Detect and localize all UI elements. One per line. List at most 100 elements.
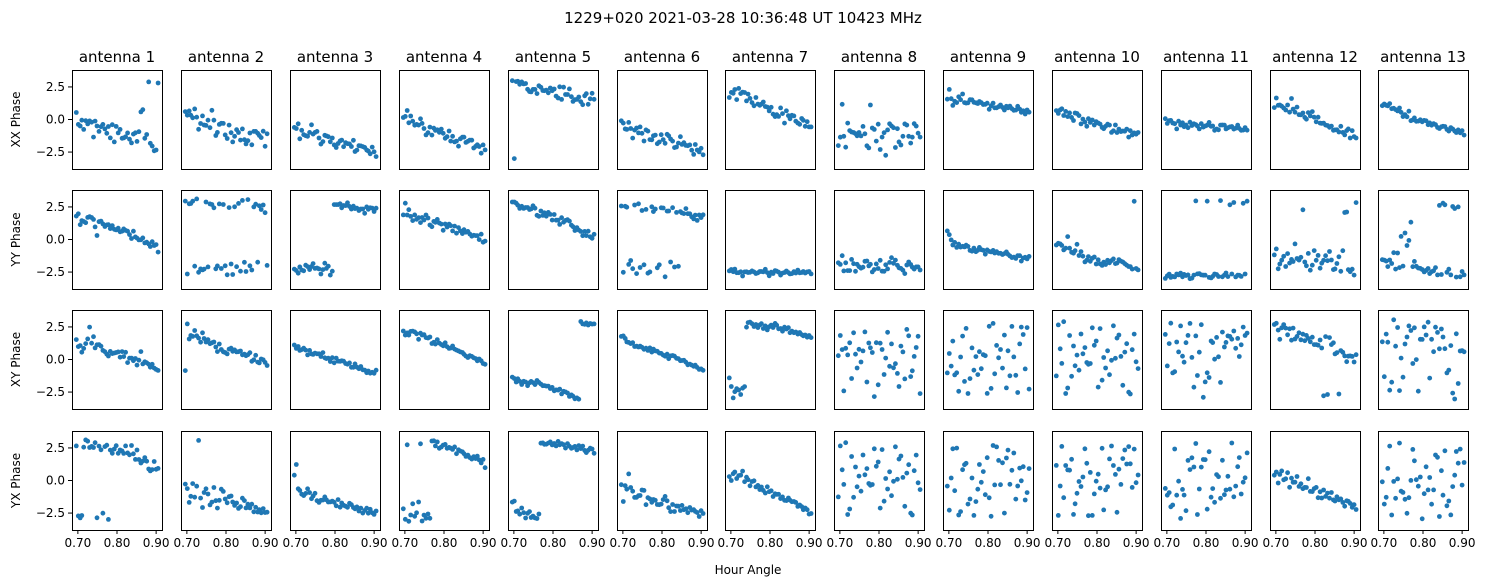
- data-point: [866, 340, 872, 346]
- data-point: [1063, 245, 1069, 251]
- data-point: [1349, 354, 1355, 359]
- data-point: [89, 340, 94, 346]
- data-point: [1103, 262, 1108, 267]
- data-point: [670, 502, 675, 507]
- data-point: [1185, 272, 1191, 278]
- panel-frame: [508, 310, 599, 410]
- data-point: [222, 132, 228, 138]
- data-point: [1307, 267, 1313, 273]
- panel-frame: [508, 190, 599, 290]
- data-point: [1419, 337, 1425, 342]
- data-point: [787, 116, 793, 122]
- data-point: [1026, 386, 1032, 392]
- data-point: [1057, 483, 1063, 489]
- data-point: [325, 263, 331, 269]
- data-point: [1457, 274, 1463, 280]
- data-point: [1129, 347, 1135, 353]
- data-point: [877, 340, 883, 346]
- data-point: [264, 131, 270, 137]
- data-point: [291, 472, 297, 478]
- data-point: [194, 483, 200, 489]
- data-point: [402, 516, 408, 522]
- data-point: [1406, 495, 1412, 501]
- data-point: [117, 354, 123, 360]
- data-point: [1285, 470, 1290, 476]
- data-point: [1124, 341, 1130, 347]
- data-point: [102, 126, 108, 132]
- data-point: [909, 368, 915, 374]
- data-point: [759, 321, 764, 327]
- data-point: [1195, 512, 1200, 517]
- x-tick-label: 0.80: [104, 536, 131, 550]
- data-point: [990, 321, 996, 326]
- data-point: [900, 475, 906, 480]
- data-point: [1097, 326, 1103, 331]
- x-tick-label: 0.70: [392, 536, 419, 550]
- x-tick-label: 0.90: [252, 536, 279, 550]
- data-point: [904, 470, 910, 476]
- data-point: [251, 509, 257, 515]
- data-point: [1338, 123, 1344, 129]
- data-point: [776, 491, 781, 497]
- data-point: [879, 134, 885, 140]
- data-point: [1347, 135, 1353, 141]
- panel-r2-c10: [1052, 190, 1143, 290]
- data-point: [1204, 198, 1210, 204]
- data-point: [1296, 330, 1302, 336]
- data-point: [732, 469, 738, 475]
- data-point: [835, 494, 841, 500]
- data-point: [1379, 479, 1385, 485]
- data-point: [740, 273, 745, 279]
- data-point: [316, 135, 322, 141]
- data-point: [1095, 471, 1101, 477]
- panel-frame: [725, 310, 816, 410]
- data-point: [1455, 381, 1461, 386]
- data-point: [452, 444, 457, 450]
- panel-r1-c6: [617, 70, 708, 170]
- data-point: [213, 498, 219, 504]
- panel-frame: [1270, 310, 1361, 410]
- data-point: [744, 98, 749, 104]
- data-point: [1404, 243, 1410, 248]
- data-point: [998, 482, 1003, 488]
- data-point: [1437, 514, 1442, 519]
- data-point: [1437, 203, 1442, 208]
- data-point: [580, 443, 586, 449]
- data-point: [1103, 365, 1108, 371]
- data-point: [1180, 353, 1185, 359]
- data-point: [331, 360, 337, 366]
- data-point: [1129, 485, 1135, 490]
- x-tick-label: 0.80: [1302, 536, 1329, 550]
- data-point: [423, 515, 429, 521]
- data-point: [149, 143, 155, 149]
- data-point: [944, 228, 950, 234]
- data-point: [1419, 516, 1425, 522]
- data-point: [1229, 271, 1235, 277]
- data-point: [1074, 352, 1080, 358]
- data-point: [576, 396, 582, 402]
- data-point: [440, 227, 446, 233]
- data-point: [446, 128, 452, 134]
- data-point: [841, 388, 847, 394]
- data-point: [1071, 343, 1076, 349]
- data-point: [1000, 365, 1005, 371]
- data-point: [1204, 370, 1210, 376]
- panel-title-antenna-11: antenna 11: [1163, 48, 1249, 66]
- panel-frame: [181, 190, 272, 290]
- data-point: [847, 340, 853, 346]
- data-point: [151, 459, 157, 464]
- data-point: [1078, 484, 1084, 489]
- data-point: [1300, 207, 1306, 213]
- data-point: [480, 457, 486, 462]
- data-point: [1126, 134, 1132, 140]
- data-point: [1433, 324, 1438, 330]
- data-point: [543, 213, 549, 219]
- data-point: [988, 386, 994, 391]
- data-point: [649, 137, 655, 143]
- data-point: [523, 515, 528, 521]
- data-point: [858, 359, 864, 365]
- data-point: [879, 447, 885, 452]
- data-point: [232, 204, 238, 210]
- data-point: [1024, 325, 1030, 330]
- data-point: [1082, 345, 1088, 350]
